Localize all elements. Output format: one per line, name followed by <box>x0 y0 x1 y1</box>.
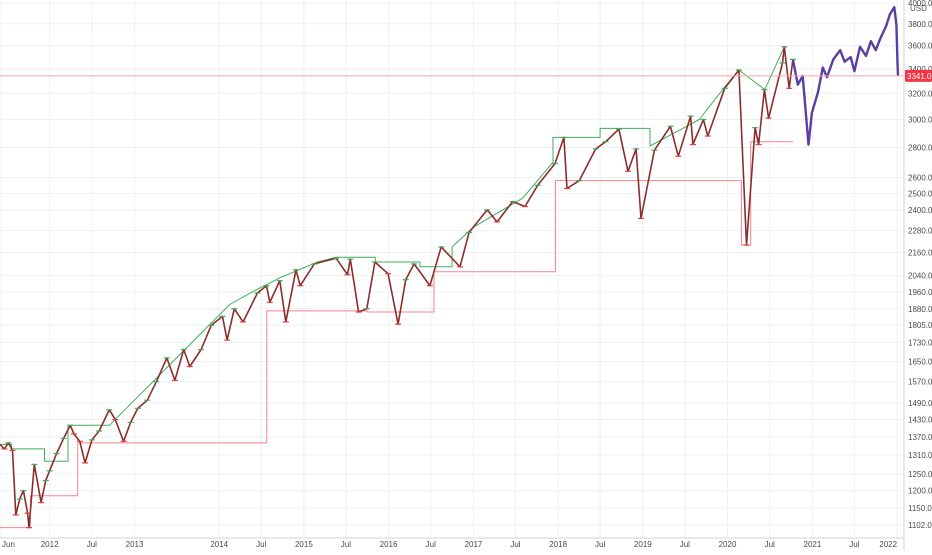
x-tick-label: Jun <box>2 540 15 549</box>
last-price-label: 3341.0 <box>907 72 932 81</box>
y-tick-label: 1102.0 <box>908 521 932 530</box>
x-tick-label: Jul <box>595 540 605 549</box>
y-tick-label: 1805.0 <box>908 321 932 330</box>
price-ticks <box>1 46 796 529</box>
y-tick-label: 1150.0 <box>908 504 932 513</box>
y-tick-label: 1570.0 <box>908 378 932 387</box>
y-tick-label: 2600.0 <box>908 173 932 182</box>
y-tick-label: 1200.0 <box>908 487 932 496</box>
y-tick-label: 1650.0 <box>908 358 932 367</box>
upper-step-line <box>0 46 785 462</box>
y-tick-label: 1880.0 <box>908 305 932 314</box>
x-tick-label: 2018 <box>549 540 567 549</box>
y-axis[interactable]: 1102.0 1150.0 1200.0 1250.0 1310.0 1370.0 1430… <box>903 0 932 550</box>
y-tick-label: 1250.0 <box>908 470 932 479</box>
y-tick-label: 2280.0 <box>908 227 932 236</box>
forecast-line <box>791 5 900 146</box>
x-axis[interactable]: Jun 2012 Jul 2013 2014 Jul 2015 Jul 2016 Jul 2017 J… <box>0 537 904 549</box>
x-tick-label: 2017 <box>465 540 483 549</box>
y-tick-label: 2160.0 <box>908 249 932 258</box>
x-tick-label: 2022 <box>879 540 897 549</box>
x-tick-label: 2021 <box>804 540 822 549</box>
y-tick-label: 1960.0 <box>908 288 932 297</box>
y-tick-label: 2500.0 <box>908 189 932 198</box>
y-tick-label: 3600.0 <box>908 42 932 51</box>
x-tick-label: Jul <box>510 540 520 549</box>
last-price-badge: 3341.0 <box>905 69 932 82</box>
y-tick-label: 2400.0 <box>908 206 932 215</box>
x-tick-label: 2019 <box>634 540 652 549</box>
y-tick-label: 3000.0 <box>908 116 932 125</box>
y-tick-label: 3200.0 <box>908 89 932 98</box>
x-tick-label: 2014 <box>210 540 228 549</box>
y-tick-label: 1430.0 <box>908 416 932 425</box>
y-tick-label: 1310.0 <box>908 451 932 460</box>
y-tick-label: 2040.0 <box>908 272 932 281</box>
x-tick-label: Jul <box>87 540 97 549</box>
x-tick-label: 2012 <box>41 540 59 549</box>
y-tick-label: 3400.0 <box>908 65 932 74</box>
y-tick-label: 2800.0 <box>908 143 932 152</box>
y-tick-label: 1490.0 <box>908 399 932 408</box>
x-tick-label: 2015 <box>295 540 313 549</box>
y-tick-label: 1730.0 <box>908 338 932 347</box>
y-tick-label: 4000.0 <box>908 0 932 8</box>
x-tick-label: Jul <box>849 540 859 549</box>
x-tick-label: 2013 <box>126 540 144 549</box>
x-tick-label: Jul <box>256 540 266 549</box>
x-tick-label: Jul <box>341 540 351 549</box>
x-tick-label: 2016 <box>380 540 398 549</box>
x-tick-label: Jul <box>426 540 436 549</box>
y-tick-label: 3800.0 <box>908 20 932 29</box>
last-price-badge-background <box>905 69 932 82</box>
y-tick-label: 1370.0 <box>908 433 932 442</box>
currency-label: USD <box>910 4 927 13</box>
x-tick-label: Jul <box>765 540 775 549</box>
grid <box>0 0 903 537</box>
x-tick-label: 2020 <box>719 540 737 549</box>
x-tick-label: Jul <box>680 540 690 549</box>
